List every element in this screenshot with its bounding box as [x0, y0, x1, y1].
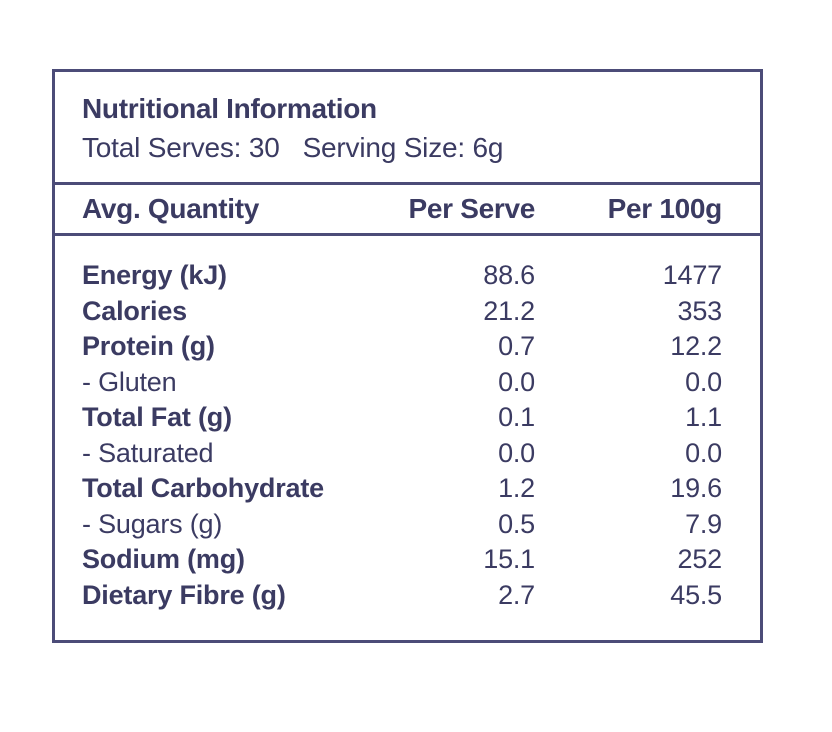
table-row: Energy (kJ) 88.6 1477 — [82, 258, 722, 294]
row-per-serve-value: 0.0 — [498, 366, 535, 397]
column-header-per-serve: Per Serve — [408, 193, 535, 224]
row-per-100g-value: 353 — [677, 295, 723, 326]
row-label: Calories — [82, 295, 187, 326]
row-label: Protein (g) — [82, 331, 215, 361]
row-per-serve-value: 0.7 — [498, 331, 535, 361]
row-per-serve-value: 2.7 — [498, 579, 535, 610]
table-header-row: Avg. Quantity Per Serve Per 100g — [55, 185, 760, 236]
serving-info-line: Total Serves: 30 Serving Size: 6g — [82, 128, 722, 168]
column-header-per-100g: Per 100g — [607, 193, 723, 224]
row-label: - Gluten — [82, 366, 177, 397]
table-row: - Sugars (g) 0.5 7.9 — [82, 507, 722, 543]
row-label: - Saturated — [82, 437, 214, 468]
nutrition-rows: Energy (kJ) 88.6 1477 Calories 21.2 353 … — [55, 236, 760, 640]
row-label: Total Carbohydrate — [82, 473, 324, 503]
row-label: Sodium (mg) — [82, 544, 245, 574]
row-per-serve-value: 0.1 — [498, 402, 535, 432]
table-row: - Saturated 0.0 0.0 — [82, 436, 722, 472]
row-per-100g-value: 19.6 — [670, 473, 722, 503]
row-per-serve-value: 21.2 — [483, 295, 535, 326]
table-row: Dietary Fibre (g) 2.7 45.5 — [82, 578, 722, 614]
table-row: Total Fat (g) 0.1 1.1 — [82, 400, 722, 436]
row-label: Energy (kJ) — [82, 260, 227, 290]
row-per-100g-value: 45.5 — [670, 579, 722, 610]
table-row: Total Carbohydrate 1.2 19.6 — [82, 471, 722, 507]
row-label: Total Fat (g) — [82, 402, 232, 432]
row-per-100g-value: 12.2 — [670, 331, 722, 361]
table-row: - Gluten 0.0 0.0 — [82, 365, 722, 401]
row-per-serve-value: 0.0 — [498, 437, 535, 468]
row-per-serve-value: 88.6 — [483, 260, 535, 290]
row-label: - Sugars (g) — [82, 508, 223, 539]
column-header-avg-quantity: Avg. Quantity — [82, 193, 260, 224]
row-per-serve-value: 1.2 — [498, 473, 535, 503]
serving-size-text: Serving Size: 6g — [302, 132, 504, 163]
label-title-section: Nutritional Information Total Serves: 30… — [55, 72, 760, 185]
table-row: Protein (g) 0.7 12.2 — [82, 329, 722, 365]
row-per-100g-value: 1477 — [662, 260, 722, 290]
row-per-100g-value: 0.0 — [685, 366, 722, 397]
row-per-100g-value: 1.1 — [685, 402, 722, 432]
row-per-serve-value: 15.1 — [483, 544, 535, 574]
row-per-serve-value: 0.5 — [498, 508, 535, 539]
row-per-100g-value: 252 — [677, 544, 723, 574]
table-row: Sodium (mg) 15.1 252 — [82, 542, 722, 578]
row-per-100g-value: 0.0 — [685, 437, 722, 468]
row-label: Dietary Fibre (g) — [82, 579, 286, 610]
nutrition-label-panel: Nutritional Information Total Serves: 30… — [52, 69, 763, 643]
row-per-100g-value: 7.9 — [685, 508, 722, 539]
table-row: Calories 21.2 353 — [82, 294, 722, 330]
label-title: Nutritional Information — [82, 93, 377, 124]
total-serves-text: Total Serves: 30 — [82, 132, 280, 163]
